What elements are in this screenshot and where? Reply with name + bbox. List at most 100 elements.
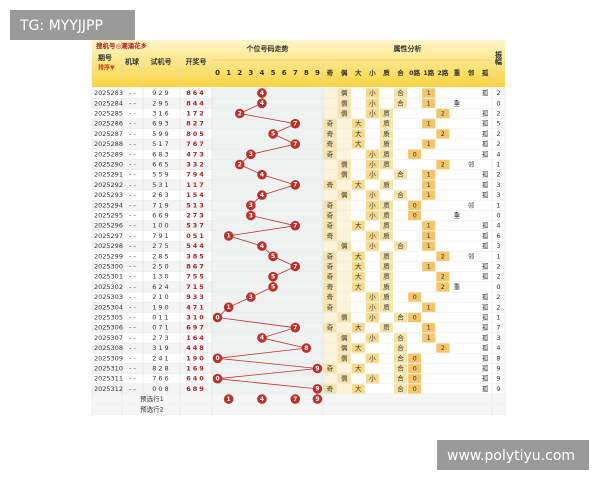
cell-d: 385 xyxy=(186,252,206,260)
attr-value: 质 xyxy=(383,323,390,332)
attr-value: 1 xyxy=(427,303,431,311)
attr-value: 0 xyxy=(413,354,417,362)
cell-d: 867 xyxy=(186,263,206,271)
attr-value: 偶 xyxy=(341,353,348,362)
attr-cell xyxy=(379,292,393,302)
cell-t: 011 xyxy=(152,314,170,322)
unit-ball xyxy=(234,159,245,170)
attr-cell xyxy=(436,129,450,139)
attr-cell xyxy=(337,333,351,343)
cell-p: 2025308 xyxy=(94,344,123,352)
attr-value: 小 xyxy=(369,302,376,311)
amp-value: 0 xyxy=(496,212,500,220)
cell-t: 719 xyxy=(152,201,170,209)
attr-cell xyxy=(351,323,365,333)
attr-cell xyxy=(422,241,436,251)
attr-cell xyxy=(422,323,436,333)
cell-d: 117 xyxy=(186,181,206,189)
digit-header: 4 xyxy=(260,69,265,77)
cell-m: - - xyxy=(129,334,136,342)
cell-m: - - xyxy=(129,385,136,393)
attr-header: 邻 xyxy=(468,68,475,77)
unit-digit: 5 xyxy=(271,274,275,281)
cell-d: 172 xyxy=(186,110,206,118)
unit-ball xyxy=(312,384,323,394)
attr-value: 小 xyxy=(369,292,376,301)
cell-t: 683 xyxy=(152,150,170,158)
attr-value: 0 xyxy=(413,385,417,393)
unit-digit: 8 xyxy=(304,345,308,352)
unit-ball xyxy=(290,322,301,333)
attr-cell xyxy=(365,312,379,323)
unit-ball xyxy=(246,149,256,160)
unit-ball xyxy=(290,139,301,149)
amp-value: 2 xyxy=(496,171,500,179)
digit-header: 7 xyxy=(293,69,298,77)
digit-header: 5 xyxy=(271,69,276,77)
attr-value: 质 xyxy=(383,180,390,189)
attr-cell xyxy=(379,119,393,129)
preselect-digit: 1 xyxy=(227,396,231,403)
attr-cell xyxy=(379,180,393,190)
cell-p: 2025307 xyxy=(94,334,123,342)
attr-cell xyxy=(436,282,450,292)
attr-cell xyxy=(379,210,393,221)
unit-ball xyxy=(223,231,234,241)
attr-value: 2 xyxy=(441,252,445,260)
attr-cell xyxy=(408,363,422,374)
attr-value: 合 xyxy=(397,343,404,352)
attr-cell xyxy=(337,312,351,323)
attr-cell xyxy=(422,139,436,149)
attr-value: 小 xyxy=(369,98,376,107)
unit-ball xyxy=(290,220,301,231)
attr-header: 偶 xyxy=(341,68,348,77)
attr-cell xyxy=(323,282,337,292)
attr-cell xyxy=(323,221,337,231)
unit-digit: 3 xyxy=(249,151,253,158)
attr-value: 大 xyxy=(355,384,362,393)
attr-value: 邻 xyxy=(468,160,475,169)
cell-m: - - xyxy=(129,324,136,332)
attr-value: 奇 xyxy=(327,251,334,260)
unit-digit: 3 xyxy=(249,294,253,301)
cell-t: 929 xyxy=(152,89,170,97)
digit-header: 8 xyxy=(304,69,309,77)
attr-value: 1 xyxy=(427,232,431,240)
attr-cell xyxy=(422,180,436,190)
preselect-ball xyxy=(257,394,267,404)
attr-cell xyxy=(351,343,365,353)
cell-p: 2025286 xyxy=(94,120,123,128)
attr-cell xyxy=(337,374,351,384)
attr-value: 2 xyxy=(441,161,445,169)
attr-value: 孤 xyxy=(482,221,489,230)
attr-cell xyxy=(365,108,379,119)
cell-p: 2025294 xyxy=(94,201,123,209)
preselect-label: 预选行1 xyxy=(140,394,164,403)
amp-value: 2 xyxy=(496,89,500,97)
attr-cell xyxy=(365,292,379,302)
attr-header: 奇 xyxy=(327,68,334,77)
attr-cell xyxy=(351,261,365,272)
attr-cell xyxy=(351,180,365,190)
attr-value: 孤 xyxy=(482,374,489,383)
cell-d: 805 xyxy=(186,130,206,138)
unit-ball xyxy=(257,88,267,98)
attr-cell xyxy=(337,98,351,108)
amp-value: 1 xyxy=(496,201,500,209)
amp-value: 3 xyxy=(496,334,500,342)
attr-header: 2路 xyxy=(437,68,449,77)
row-stripe xyxy=(92,281,212,292)
attr-cell xyxy=(323,384,337,394)
cell-m: - - xyxy=(129,130,136,138)
attr-value: 奇 xyxy=(327,272,334,281)
cell-t: 828 xyxy=(152,365,170,373)
cell-t: 693 xyxy=(152,120,170,128)
attr-cell xyxy=(408,149,422,159)
attr-cell xyxy=(408,210,422,221)
unit-digit: 4 xyxy=(260,335,264,342)
attr-value: 孤 xyxy=(482,343,489,352)
unit-digit: 7 xyxy=(293,182,297,189)
attr-cell xyxy=(394,363,408,374)
attr-value: 小 xyxy=(369,211,376,220)
cell-m: - - xyxy=(129,212,136,220)
